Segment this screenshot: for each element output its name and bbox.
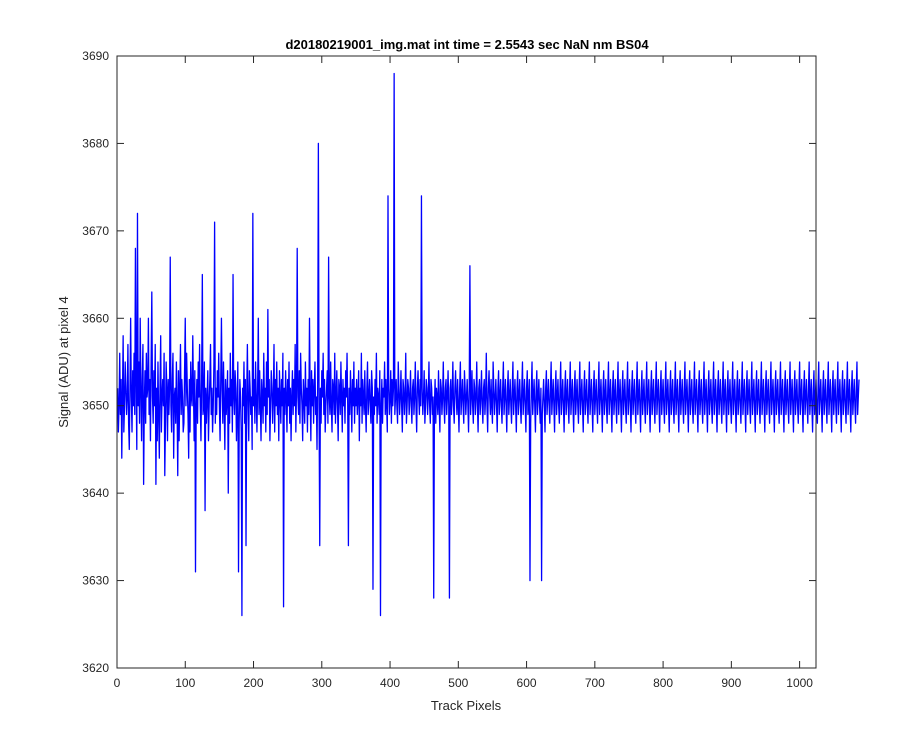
y-tick-label: 3690 <box>82 49 109 63</box>
axes-box <box>116 55 817 669</box>
x-tick-label: 800 <box>653 676 673 690</box>
x-tick-label: 200 <box>244 676 264 690</box>
y-tick-label: 3670 <box>82 224 109 238</box>
y-tick-label: 3620 <box>82 661 109 675</box>
x-tick-label: 900 <box>721 676 741 690</box>
x-tick-label: 500 <box>448 676 468 690</box>
series-layer <box>117 72 860 617</box>
x-tick-label: 600 <box>517 676 537 690</box>
x-tick-label: 700 <box>585 676 605 690</box>
series-line-0 <box>117 72 860 617</box>
y-tick-label: 3630 <box>82 574 109 588</box>
x-tick-label: 1000 <box>786 676 813 690</box>
ticks-layer: 0 100 200 300 400 500 600 700 800 900 1000 3620 3630… <box>82 49 816 690</box>
y-tick-label: 3650 <box>82 399 109 413</box>
y-tick-label: 3660 <box>82 311 109 325</box>
y-tick-label: 3640 <box>82 486 109 500</box>
plot-area: 0 100 200 300 400 500 600 700 800 900 1000 3620 3630… <box>82 49 860 690</box>
chart-title: d20180219001_img.mat int time = 2.5543 s… <box>285 37 649 52</box>
y-axis-label: Signal (ADU) at pixel 4 <box>56 296 71 428</box>
x-tick-label: 400 <box>380 676 400 690</box>
x-axis-label: Track Pixels <box>431 698 502 713</box>
x-tick-label: 300 <box>312 676 332 690</box>
x-tick-label: 100 <box>175 676 195 690</box>
y-tick-label: 3680 <box>82 136 109 150</box>
x-tick-label: 0 <box>114 676 121 690</box>
